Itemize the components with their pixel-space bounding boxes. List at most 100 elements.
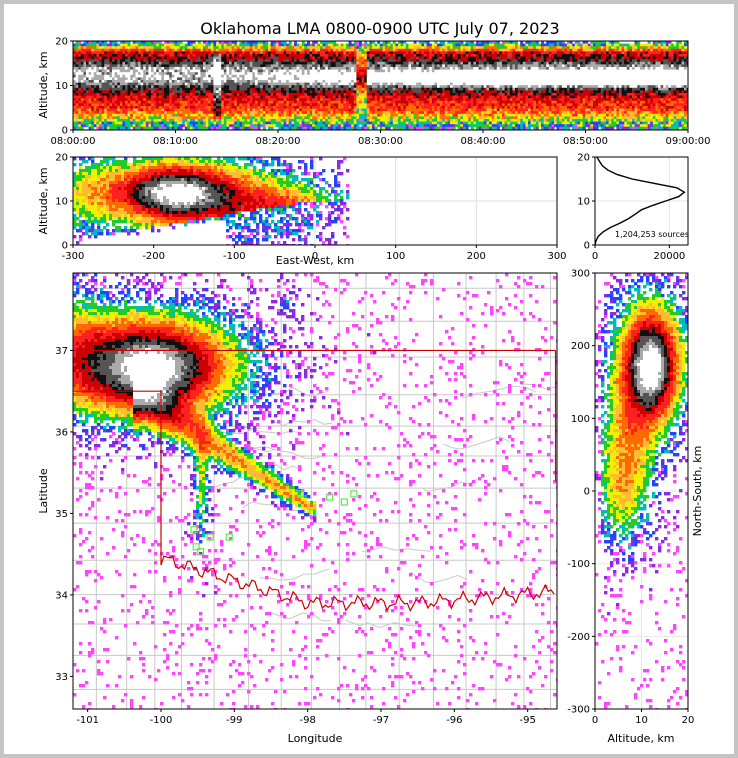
density-cell — [517, 72, 521, 76]
density-cell — [99, 77, 102, 81]
density-cell — [499, 77, 503, 81]
density-cell — [255, 95, 258, 99]
density-cell — [164, 95, 167, 99]
density-cell — [452, 51, 456, 55]
density-cell — [686, 93, 688, 96]
density-cell — [554, 93, 557, 96]
density-cell — [301, 74, 305, 78]
density-cell — [333, 85, 336, 89]
density-cell — [166, 48, 170, 52]
density-cell — [442, 61, 446, 65]
density-cell — [200, 54, 204, 57]
density-cell — [83, 87, 87, 91]
density-cell — [652, 61, 656, 65]
density-cell — [403, 46, 407, 50]
density-cell — [343, 59, 347, 63]
density-cell — [122, 48, 126, 52]
density-cell — [174, 85, 178, 89]
density-cell — [335, 56, 339, 60]
density-cell — [611, 74, 615, 78]
density-cell — [645, 59, 648, 63]
density-cell — [312, 46, 316, 50]
density-cell — [470, 93, 474, 96]
density-cell — [208, 61, 212, 65]
density-cell — [413, 77, 417, 81]
density-cell — [75, 51, 79, 55]
density-cell — [444, 69, 448, 73]
density-cell — [132, 95, 136, 99]
density-cell — [109, 72, 113, 76]
density-cell — [538, 43, 542, 47]
density-cell — [184, 48, 188, 52]
density-cell — [335, 61, 339, 65]
density-cell — [595, 64, 599, 68]
density-cell — [382, 90, 386, 94]
density-cell — [567, 61, 570, 65]
density-cell — [104, 74, 108, 78]
density-cell — [507, 90, 511, 94]
density-cell — [78, 48, 82, 52]
density-cell — [660, 85, 664, 89]
density-cell — [431, 43, 435, 47]
density-cell — [684, 69, 687, 73]
density-cell — [632, 72, 635, 76]
density-cell — [611, 56, 615, 60]
density-cell — [75, 87, 79, 91]
density-cell — [504, 67, 508, 70]
density-cell — [476, 64, 479, 68]
density-cell — [317, 56, 321, 60]
density-cell — [582, 69, 586, 73]
density-cell — [309, 56, 313, 60]
density-cell — [572, 85, 576, 89]
density-cell — [96, 41, 100, 44]
density-cell — [400, 82, 404, 86]
density-cell — [574, 85, 578, 89]
density-cell — [361, 77, 365, 81]
density-cell — [541, 61, 544, 65]
density-cell — [600, 93, 604, 96]
density-cell — [93, 43, 97, 47]
density-cell — [541, 51, 544, 55]
density-cell — [190, 48, 193, 52]
density-cell — [377, 64, 381, 68]
density-cell — [486, 64, 490, 68]
density-cell — [385, 90, 388, 94]
density-cell — [457, 90, 461, 94]
density-cell — [645, 54, 648, 57]
density-cell — [291, 85, 295, 89]
density-cell — [151, 64, 154, 68]
density-cell — [593, 77, 596, 81]
density-cell — [221, 87, 225, 91]
density-cell — [229, 48, 232, 52]
density-cell — [309, 43, 313, 47]
density-cell — [431, 82, 435, 86]
density-cell — [676, 43, 680, 47]
density-cell — [437, 56, 440, 60]
density-cell — [489, 74, 492, 78]
density-cell — [88, 46, 92, 50]
density-cell — [405, 46, 409, 50]
density-cell — [283, 74, 287, 78]
density-cell — [205, 41, 209, 44]
density-cell — [507, 43, 511, 47]
density-cell — [187, 46, 191, 50]
density-cell — [460, 48, 464, 52]
density-cell — [400, 41, 404, 44]
density-cell — [164, 61, 167, 65]
density-cell — [257, 59, 261, 63]
density-cell — [567, 93, 570, 96]
density-cell — [145, 46, 149, 50]
density-cell — [665, 48, 669, 52]
density-cell — [83, 74, 87, 78]
density-cell — [447, 69, 451, 73]
density-cell — [660, 77, 664, 81]
density-cell — [195, 43, 199, 47]
density-cell — [86, 80, 89, 83]
density-cell — [580, 48, 583, 52]
density-cell — [291, 48, 295, 52]
density-cell — [460, 77, 464, 81]
density-cell — [182, 46, 186, 50]
density-cell — [335, 67, 339, 70]
density-cell — [197, 69, 201, 73]
density-cell — [580, 90, 583, 94]
